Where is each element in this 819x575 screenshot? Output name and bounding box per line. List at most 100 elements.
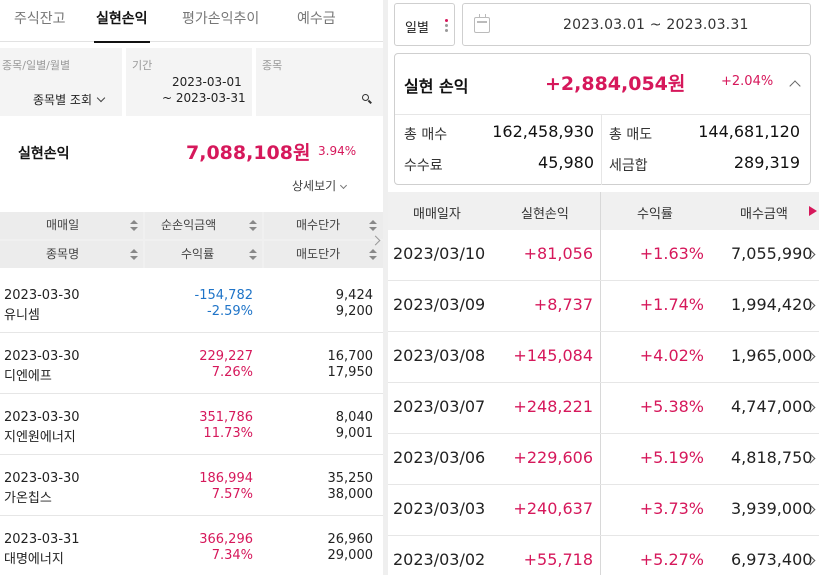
stock-name: 지엔원에너지 <box>4 430 76 445</box>
view-type-filter[interactable]: 종목/일별/월별 종목별 조회 <box>0 48 122 116</box>
tab-realized-pnl[interactable]: 실현손익 <box>94 0 150 43</box>
buy-price: 35,250 <box>327 471 374 486</box>
pnl-summary-card: 실현 손익 +2,884,054원 +2.04% 총 매수 162,458,93… <box>394 53 811 185</box>
chevron-up-icon[interactable] <box>789 80 801 92</box>
tab-deposit[interactable]: 예수금 <box>297 11 336 27</box>
scroll-right-icon[interactable] <box>809 206 817 216</box>
filter-bar: 종목/일별/월별 종목별 조회 기간 2023-03-01 ~ 2023-03-… <box>0 48 383 116</box>
header-buy-amount[interactable]: 매수금액 <box>740 207 788 222</box>
trade-date: 2023/03/10 <box>393 244 486 263</box>
header-realized-pnl[interactable]: 실현손익 <box>521 207 569 222</box>
trade-date: 2023-03-30 <box>4 349 80 364</box>
total-sell-label: 총 매도 <box>609 127 653 143</box>
chevron-down-icon <box>340 181 348 190</box>
header-label: 수익률 <box>181 247 215 261</box>
buy-amount: 6,973,400 <box>731 550 813 569</box>
view-type-value: 종목별 조회 <box>33 93 93 107</box>
trade-date: 2023/03/03 <box>393 499 486 518</box>
realized-pnl-rate: 3.94% <box>318 144 357 158</box>
table-row[interactable]: 2023/03/10 +81,056 +1.63% 7,055,990 <box>388 230 819 281</box>
table-row[interactable]: 2023/03/02 +55,718 +5.27% 6,973,400 <box>388 536 819 575</box>
period-label: 기간 <box>132 59 153 72</box>
tax-value: 289,319 <box>733 153 800 172</box>
detail-view-label: 상세보기 <box>292 179 337 193</box>
buy-amount: 1,994,420 <box>731 295 813 314</box>
return-rate: 7.26% <box>211 365 253 380</box>
return-rate: 11.73% <box>203 426 253 441</box>
table-row[interactable]: 2023-03-30 가온칩스 186,994 7.57% 35,250 38,… <box>0 455 383 516</box>
left-panel: 주식잔고 실현손익 평가손익추이 예수금 종목/일별/월별 종목별 조회 기간 … <box>0 0 383 575</box>
trade-date: 2023-03-31 <box>4 532 80 547</box>
period-from: 2023-03-01 <box>172 75 242 89</box>
period-type-select[interactable]: 일별 <box>394 3 455 46</box>
trade-date: 2023/03/08 <box>393 346 486 365</box>
card-rate: +2.04% <box>721 74 774 89</box>
buy-amount: 1,965,000 <box>731 346 813 365</box>
return-rate: +5.27% <box>639 550 704 569</box>
sort-icon <box>249 249 257 260</box>
realized-pnl: +8,737 <box>533 295 593 314</box>
sort-icon <box>130 249 138 260</box>
realized-pnl: +55,718 <box>523 550 593 569</box>
header-buy-price[interactable]: 매수단가 <box>264 212 383 239</box>
card-amount: +2,884,054원 <box>545 73 686 95</box>
header-trade-date[interactable]: 매매일 <box>0 212 143 239</box>
tab-valuation-trend[interactable]: 평가손익추이 <box>182 11 260 27</box>
header-sell-price[interactable]: 매도단가 <box>264 241 383 268</box>
stock-name: 가온칩스 <box>4 491 52 506</box>
return-rate: +1.74% <box>639 295 704 314</box>
table-row[interactable]: 2023-03-30 유니셈 -154,782 -2.59% 9,424 9,2… <box>0 272 383 333</box>
table-header: 매매일 순손익금액 매수단가 종목명 수익률 매도단가 <box>0 212 383 268</box>
date-range-picker[interactable]: 2023.03.01 ~ 2023.03.31 <box>462 3 811 46</box>
table-row[interactable]: 2023/03/08 +145,084 +4.02% 1,965,000 <box>388 332 819 383</box>
period-filter[interactable]: 기간 2023-03-01 ~ 2023-03-31 <box>126 48 252 116</box>
view-type-select[interactable]: 종목별 조회 <box>33 91 106 108</box>
tab-stock-balance[interactable]: 주식잔고 <box>14 11 66 27</box>
sell-price: 17,950 <box>327 365 374 380</box>
stock-name: 디엔에프 <box>4 369 52 384</box>
header-return-rate[interactable]: 수익률 <box>145 241 262 268</box>
divider <box>122 48 126 116</box>
net-pnl: 351,786 <box>199 410 253 425</box>
date-range-text: 2023.03.01 ~ 2023.03.31 <box>563 17 749 33</box>
header-stock-name[interactable]: 종목명 <box>0 241 143 268</box>
sell-price: 9,200 <box>335 304 373 319</box>
trade-date: 2023/03/07 <box>393 397 486 416</box>
header-net-pnl[interactable]: 순손익금액 <box>145 212 262 239</box>
divider <box>252 48 256 116</box>
realized-pnl: +229,606 <box>513 448 593 467</box>
panel-divider <box>383 0 388 575</box>
buy-amount: 3,939,000 <box>731 499 813 518</box>
period-type-value: 일별 <box>405 21 429 36</box>
table-row[interactable]: 2023-03-30 지엔원에너지 351,786 11.73% 8,040 9… <box>0 394 383 455</box>
stock-filter[interactable]: 종목 <box>256 48 383 116</box>
header-return-rate[interactable]: 수익률 <box>637 207 673 222</box>
more-dots-icon <box>445 19 448 32</box>
return-rate: +3.73% <box>639 499 704 518</box>
return-rate: +5.38% <box>639 397 704 416</box>
fee-label: 수수료 <box>404 158 443 174</box>
sort-icon <box>130 220 138 231</box>
table-row[interactable]: 2023/03/07 +248,221 +5.38% 4,747,000 <box>388 383 819 434</box>
daily-table-header: 매매일자 실현손익 수익률 매수금액 <box>388 192 819 230</box>
realized-pnl: +81,056 <box>523 244 593 263</box>
table-row[interactable]: 2023/03/09 +8,737 +1.74% 1,994,420 <box>388 281 819 332</box>
sort-icon <box>249 220 257 231</box>
table-row[interactable]: 2023/03/06 +229,606 +5.19% 4,818,750 <box>388 434 819 485</box>
realized-pnl: +248,221 <box>513 397 593 416</box>
net-pnl: 366,296 <box>199 532 253 547</box>
trade-date: 2023/03/06 <box>393 448 486 467</box>
detail-view-button[interactable]: 상세보기 <box>292 177 348 194</box>
table-row[interactable]: 2023-03-31 대명에너지 366,296 7.34% 26,960 29… <box>0 516 383 575</box>
header-trade-date[interactable]: 매매일자 <box>413 207 461 222</box>
table-row[interactable]: 2023/03/03 +240,637 +3.73% 3,939,000 <box>388 485 819 536</box>
table-row[interactable]: 2023-03-30 디엔에프 229,227 7.26% 16,700 17,… <box>0 333 383 394</box>
sort-icon <box>369 249 377 260</box>
sell-price: 29,000 <box>327 548 374 563</box>
period-to: ~ 2023-03-31 <box>162 91 246 105</box>
net-pnl: -154,782 <box>194 288 253 303</box>
view-type-label: 종목/일별/월별 <box>2 59 71 72</box>
search-icon[interactable] <box>362 94 369 101</box>
sort-icon <box>369 220 377 231</box>
stock-label: 종목 <box>262 59 283 72</box>
